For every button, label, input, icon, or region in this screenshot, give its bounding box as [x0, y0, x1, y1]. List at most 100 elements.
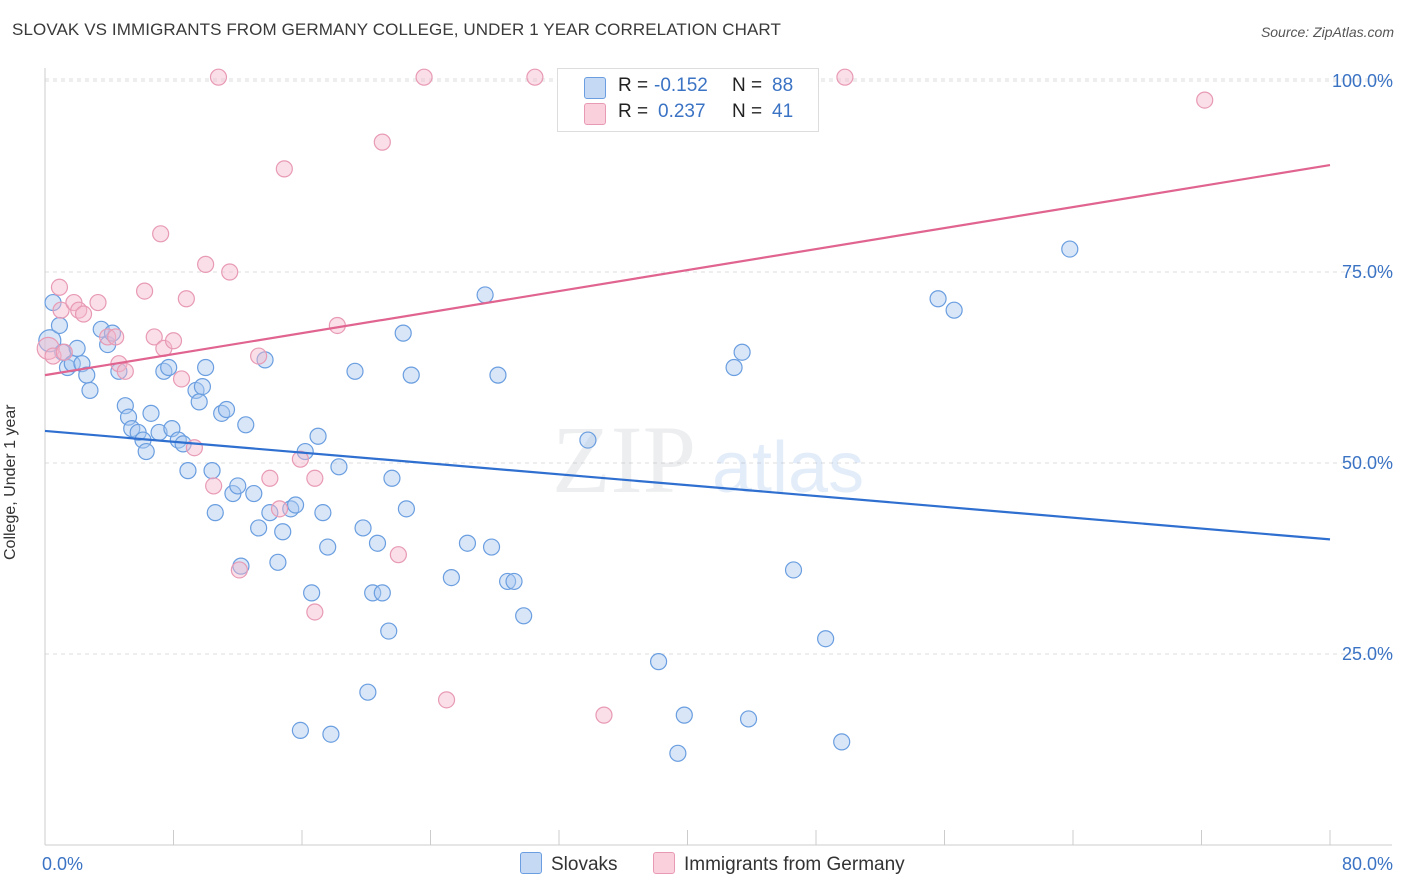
germany-point [44, 347, 62, 365]
germany-points [36, 68, 1214, 724]
slovaks-point [945, 301, 963, 319]
slovaks-point [380, 622, 398, 640]
germany-point [306, 469, 324, 487]
y-tick-label: 50.0% [1342, 453, 1393, 473]
germany-point [205, 477, 223, 495]
slovaks-swatch [520, 852, 542, 874]
legend-r-value: -0.152 [654, 75, 708, 96]
germany-point [373, 133, 391, 151]
legend-label-germany: Immigrants from Germany [684, 854, 905, 875]
germany-point [291, 450, 309, 468]
slovaks-point [160, 358, 178, 377]
slovaks-point [137, 442, 155, 461]
y-tick-label: 75.0% [1342, 262, 1393, 282]
source-label: Source: ZipAtlas.com [1260, 24, 1394, 40]
slovaks-point [359, 683, 377, 701]
legend-n-value: 41 [772, 101, 794, 122]
slovaks-point [383, 469, 401, 487]
germany-point [55, 343, 73, 361]
trend-lines [44, 163, 1331, 541]
slovaks-point [203, 462, 221, 480]
germany-point [526, 68, 544, 86]
slovaks-point [229, 477, 247, 495]
y-tick-label: 25.0% [1342, 644, 1393, 664]
slovaks-point [675, 706, 693, 724]
legend-swatch-blue [584, 77, 606, 99]
slovaks-point [346, 362, 364, 380]
slovaks-point [458, 534, 477, 552]
germany-point [74, 305, 93, 323]
slovaks-point [739, 710, 758, 728]
germany-point [172, 370, 191, 388]
slovaks-point [274, 523, 292, 541]
slovaks-point [669, 744, 687, 762]
germany-point [177, 290, 195, 308]
slovaks-point [81, 381, 99, 400]
germany-point [50, 278, 69, 296]
slovaks-point [394, 324, 412, 342]
slovaks-point [38, 329, 62, 353]
germany-point [116, 362, 134, 380]
slovaks-point [579, 431, 597, 449]
slovaks-point [442, 568, 460, 587]
germany-point [250, 347, 268, 365]
slovaks-point [269, 553, 287, 571]
slovaks-point [286, 496, 305, 514]
germany-point [107, 328, 125, 346]
slovaks-point [217, 400, 236, 419]
axes [44, 68, 1392, 846]
germany-point [437, 691, 456, 709]
series-legend: Slovaks Immigrants from Germany [0, 852, 1406, 878]
slovaks-point [193, 378, 212, 396]
slovaks-point [725, 358, 743, 377]
tick-labels: 25.0% 50.0% 75.0% 100.0% 0.0% 80.0% [42, 71, 1393, 874]
germany-point [415, 68, 433, 86]
germany-point [152, 225, 170, 243]
slovaks-point [784, 561, 803, 579]
slovaks-point [314, 504, 332, 522]
legend-swatch-pink [584, 103, 606, 125]
watermark-zip: ZIP [552, 406, 696, 513]
slovaks-point [929, 290, 947, 308]
slovaks-point [364, 584, 382, 602]
legend-n-label: N = [732, 101, 763, 122]
legend-item-germany[interactable]: Immigrants from Germany [653, 852, 905, 876]
slovaks-point [319, 538, 337, 556]
germany-point [221, 263, 239, 281]
slovaks-trend-line [44, 429, 1331, 541]
y-tick-label: 100.0% [1332, 71, 1393, 91]
slovaks-point [190, 393, 208, 411]
germany-point [209, 68, 228, 86]
slovaks-point [373, 584, 391, 602]
slovaks-point [354, 519, 372, 537]
slovaks-point [489, 366, 507, 384]
slovaks-point [476, 286, 494, 304]
legend-item-slovaks[interactable]: Slovaks [520, 852, 618, 876]
slovaks-point [179, 462, 197, 480]
slovaks-point [142, 404, 160, 422]
x-tick-label-min: 0.0% [42, 854, 83, 874]
germany-point [1196, 91, 1214, 109]
slovaks-point [322, 725, 340, 743]
slovaks-point [303, 584, 321, 602]
legend-n-value: 88 [772, 75, 794, 96]
germany-point [135, 282, 154, 300]
germany-point [145, 328, 163, 346]
slovaks-point [817, 630, 835, 648]
slovaks-points [38, 240, 1079, 762]
germany-point [230, 561, 248, 579]
germany-point [36, 336, 60, 360]
germany-point [275, 160, 293, 178]
germany-point [261, 469, 279, 487]
germany-point [595, 706, 613, 724]
germany-point [389, 546, 407, 564]
slovaks-point [505, 572, 523, 591]
slovaks-point [833, 733, 851, 751]
legend-r-label: R = [618, 75, 649, 96]
germany-point [52, 301, 70, 319]
germany-point [836, 68, 854, 86]
chart-title: SLOVAK VS IMMIGRANTS FROM GERMANY COLLEG… [12, 20, 781, 39]
slovaks-point [1061, 240, 1079, 258]
germany-point [164, 332, 183, 350]
